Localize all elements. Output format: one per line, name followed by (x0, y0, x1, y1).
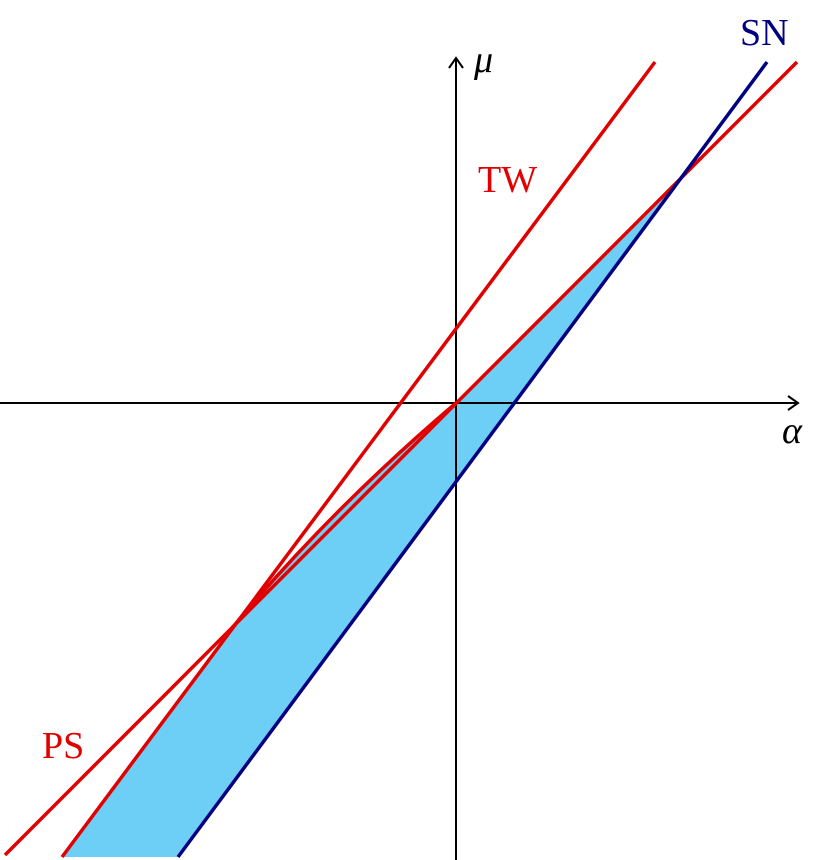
sn-label: SN (740, 12, 789, 54)
ps-line (3, 60, 799, 857)
tw-label: TW (478, 159, 537, 201)
y-arrow (448, 56, 464, 69)
ps-label: PS (42, 725, 84, 767)
y-axis-label: μ (473, 39, 493, 81)
sn-line (176, 60, 769, 859)
x-arrow (787, 395, 800, 411)
tw-line (60, 60, 657, 859)
region-boundary (230, 401, 458, 630)
shaded-region (62, 177, 682, 857)
x-axis-label: α (782, 410, 803, 452)
